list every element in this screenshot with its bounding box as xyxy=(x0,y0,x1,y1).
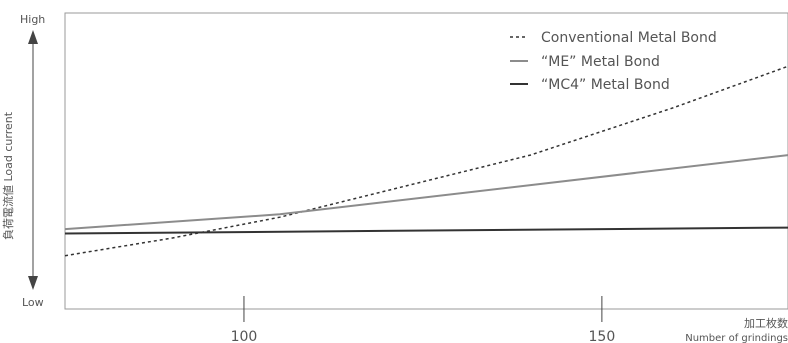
x-tick-label: 100 xyxy=(231,329,258,343)
legend-label-me: “ME” Metal Bond xyxy=(541,54,660,70)
x-axis-title-en: Number of grindings xyxy=(685,333,788,343)
series-lines xyxy=(64,65,788,257)
y-axis-arrow xyxy=(28,30,38,290)
x-tick-label: 150 xyxy=(589,329,616,343)
legend-label-mc4: “MC4” Metal Bond xyxy=(541,77,670,93)
legend-label-conventional: Conventional Metal Bond xyxy=(541,30,717,46)
series-line-mc4 xyxy=(64,226,788,235)
plot-frame xyxy=(64,12,788,310)
y-axis-title: 負荷電流値 Load current xyxy=(1,111,15,240)
y-low-label: Low xyxy=(22,296,44,309)
y-high-label: High xyxy=(20,13,45,26)
series-line-me xyxy=(64,154,788,231)
x-ticks: 100 150 xyxy=(231,296,616,343)
series-line-conventional xyxy=(64,65,788,257)
legend: Conventional Metal Bond “ME” Metal Bond … xyxy=(510,30,717,93)
x-axis-title-ja: 加工枚数 xyxy=(744,316,788,330)
